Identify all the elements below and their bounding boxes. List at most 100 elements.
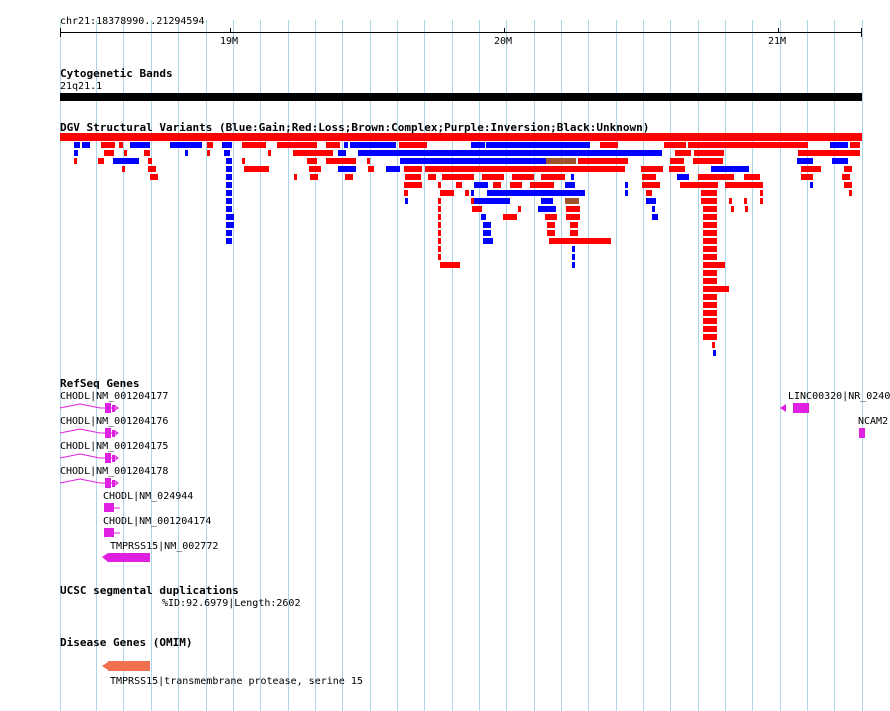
variant-block[interactable] [493, 182, 501, 188]
variant-block[interactable] [148, 166, 156, 172]
variant-block[interactable] [456, 182, 462, 188]
variant-block[interactable] [338, 166, 356, 172]
variant-block[interactable] [701, 198, 717, 204]
variant-block[interactable] [703, 230, 717, 236]
variant-block[interactable] [368, 166, 374, 172]
variant-block[interactable] [465, 190, 469, 196]
variant-block[interactable] [652, 206, 655, 212]
variant-block[interactable] [226, 166, 232, 172]
gene-glyph[interactable] [59, 428, 101, 434]
variant-block[interactable] [471, 142, 485, 148]
variant-block[interactable] [810, 182, 813, 188]
variant-block[interactable] [148, 158, 152, 164]
ruler-axis[interactable] [60, 32, 862, 33]
gene-label[interactable]: LINC00320|NR_0240 [788, 391, 890, 402]
variant-block[interactable] [338, 150, 346, 156]
variant-block[interactable] [664, 142, 686, 148]
variant-block[interactable] [124, 150, 127, 156]
variant-block[interactable] [703, 326, 717, 332]
variant-block[interactable] [226, 214, 234, 220]
variant-block[interactable] [438, 182, 441, 188]
variant-block[interactable] [547, 222, 555, 228]
gene-glyph[interactable] [859, 428, 865, 438]
variant-block[interactable] [386, 166, 400, 172]
variant-block[interactable] [549, 238, 611, 244]
variant-block[interactable] [74, 142, 80, 148]
variant-block[interactable] [440, 262, 460, 268]
gene-glyph[interactable] [793, 403, 809, 413]
variant-block[interactable] [541, 198, 553, 204]
variant-block[interactable] [310, 174, 318, 180]
variant-block[interactable] [483, 230, 491, 236]
variant-block[interactable] [744, 198, 747, 204]
variant-block[interactable] [399, 142, 427, 148]
gene-glyph[interactable] [108, 553, 150, 562]
variant-block[interactable] [518, 206, 521, 212]
variant-block[interactable] [572, 254, 575, 260]
variant-block[interactable] [571, 174, 574, 180]
variant-block[interactable] [242, 142, 266, 148]
variant-block[interactable] [572, 262, 575, 268]
variant-block[interactable] [703, 254, 717, 260]
variant-block[interactable] [698, 174, 734, 180]
variant-block[interactable] [226, 190, 232, 196]
variant-block[interactable] [474, 198, 510, 204]
variant-block[interactable] [442, 174, 474, 180]
cyto-band-bar[interactable] [60, 93, 862, 101]
variant-block[interactable] [694, 150, 724, 156]
variant-block[interactable] [119, 142, 123, 148]
variant-block[interactable] [150, 174, 158, 180]
variant-block[interactable] [703, 294, 717, 300]
variant-block[interactable] [74, 150, 78, 156]
variant-block[interactable] [842, 174, 850, 180]
variant-block[interactable] [344, 142, 348, 148]
variant-block[interactable] [693, 158, 723, 164]
variant-block[interactable] [703, 214, 717, 220]
variant-block[interactable] [760, 198, 763, 204]
gene-glyph[interactable] [100, 429, 119, 437]
variant-block[interactable] [642, 182, 660, 188]
variant-block[interactable] [625, 190, 628, 196]
variant-block[interactable] [405, 174, 421, 180]
variant-block[interactable] [185, 150, 188, 156]
variant-block[interactable] [438, 198, 441, 204]
variant-block[interactable] [677, 174, 689, 180]
variant-block[interactable] [226, 174, 232, 180]
variant-block[interactable] [104, 150, 114, 156]
variant-block[interactable] [122, 166, 125, 172]
variant-block[interactable] [170, 142, 202, 148]
variant-block[interactable] [294, 174, 297, 180]
variant-block[interactable] [797, 158, 813, 164]
variant-block[interactable] [701, 190, 717, 196]
variant-block[interactable] [710, 334, 716, 340]
variant-block[interactable] [404, 190, 408, 196]
variant-block[interactable] [226, 222, 234, 228]
variant-block[interactable] [703, 302, 717, 308]
variant-block[interactable] [226, 158, 232, 164]
variant-block[interactable] [350, 142, 396, 148]
variant-block[interactable] [566, 214, 580, 220]
variant-block[interactable] [547, 230, 555, 236]
variant-block[interactable] [565, 182, 575, 188]
variant-block[interactable] [244, 166, 269, 172]
variant-block[interactable] [438, 238, 441, 244]
variant-block[interactable] [482, 174, 504, 180]
variant-block[interactable] [98, 158, 104, 164]
variant-block[interactable] [850, 142, 860, 148]
variant-block[interactable] [801, 174, 813, 180]
variant-block[interactable] [425, 166, 625, 172]
variant-block[interactable] [326, 158, 356, 164]
variant-block[interactable] [345, 174, 353, 180]
gene-label[interactable]: CHODL|NM_024944 [103, 491, 194, 502]
variant-block[interactable] [830, 142, 848, 148]
variant-block[interactable] [646, 190, 652, 196]
variant-block[interactable] [642, 174, 656, 180]
gene-label[interactable]: CHODL|NM_001204174 [103, 516, 212, 527]
variant-block[interactable] [849, 190, 852, 196]
variant-block[interactable] [307, 158, 317, 164]
variant-block[interactable] [483, 238, 493, 244]
gene-glyph[interactable] [780, 404, 786, 412]
variant-block[interactable] [832, 158, 848, 164]
variant-block[interactable] [801, 166, 821, 172]
variant-block[interactable] [222, 142, 232, 148]
